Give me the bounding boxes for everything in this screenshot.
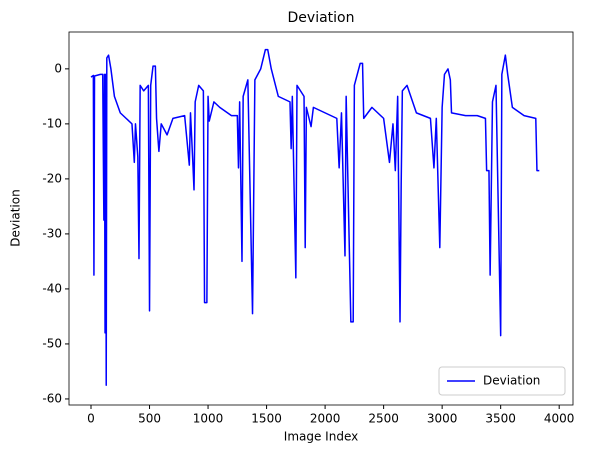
x-tick-label: 2500: [368, 412, 399, 426]
plot-frame: [68, 31, 574, 406]
x-tick-label: 1500: [251, 412, 282, 426]
y-tick-label: -60: [42, 391, 62, 405]
chart-title: Deviation: [288, 10, 355, 26]
x-tick-label: 0: [87, 412, 95, 426]
x-tick-label: 2000: [310, 412, 341, 426]
y-axis-label: Deviation: [9, 189, 23, 246]
x-tick-label: 500: [138, 412, 161, 426]
data-line: [90, 48, 540, 386]
x-tick-label: 4000: [544, 412, 575, 426]
y-tick-label: -40: [42, 281, 62, 295]
x-tick-label: 1000: [193, 412, 224, 426]
y-tick-label: 0: [54, 61, 62, 75]
legend-box: [438, 366, 566, 396]
y-tick-label: -30: [42, 226, 62, 240]
x-axis-label: Image Index: [284, 430, 358, 444]
y-tick-label: -20: [42, 171, 62, 185]
y-tick-label: -10: [42, 116, 62, 130]
y-tick-label: -50: [42, 336, 62, 350]
legend-label: Deviation: [483, 374, 540, 388]
x-tick-label: 3000: [427, 412, 458, 426]
x-tick-label: 3500: [485, 412, 516, 426]
